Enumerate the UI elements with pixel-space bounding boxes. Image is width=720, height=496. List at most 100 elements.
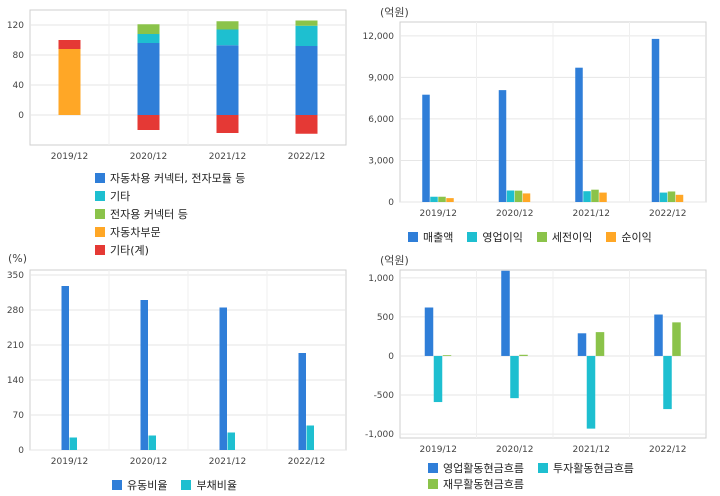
legend-item: 세전이익 [536, 229, 593, 245]
legend-item: 전자용 커넥터 등 [95, 206, 245, 222]
legend-label: 투자활동현금흐름 [552, 462, 634, 475]
legend-swatch [95, 173, 105, 183]
bar-1-2022-12 [654, 314, 663, 356]
bar-5-2022-12 [295, 115, 318, 134]
y-tick-label: 120 [7, 21, 24, 31]
chart-panel-revenue-composition: 0 40 80 120 2019/12 2020/12 2021/12 2022/12 자동차… [0, 0, 360, 257]
bar-1-2021-12 [219, 307, 227, 450]
bar-2-2021-12 [216, 29, 239, 46]
bar-2-2019-12 [430, 196, 438, 202]
bar-1-2022-12 [298, 353, 306, 450]
x-tick-label: 2020/12 [496, 209, 533, 219]
bar-4-2022-12 [675, 194, 684, 202]
bar-2-2022-12 [659, 192, 668, 202]
legend-swatch [428, 463, 438, 473]
x-tick-label: 2021/12 [209, 457, 246, 467]
legend-item: 기타 [95, 188, 245, 204]
y-tick-label: 210 [7, 341, 24, 351]
unit-label: (억원) [380, 254, 409, 267]
legend-swatch [408, 232, 418, 242]
y-tick-label: 0 [18, 446, 24, 456]
legend-swatch [181, 480, 192, 490]
legend-item: 부채비율 [181, 477, 237, 493]
legend-label: 영업활동현금흐름 [443, 462, 524, 475]
bar-2-2020-12 [148, 435, 156, 450]
y-tick-label: 12,000 [363, 32, 395, 42]
bar-3-2022-12 [295, 20, 318, 26]
legend-swatch [112, 480, 122, 490]
legend-label: 전자용 커넥터 등 [110, 208, 188, 221]
legend-swatch [95, 245, 105, 255]
y-tick-label: 0 [388, 198, 394, 208]
x-tick-label: 2021/12 [209, 152, 246, 162]
bar-3-2019-12 [438, 196, 446, 202]
unit-label: (%) [8, 252, 28, 265]
bar-2-2020-12 [506, 190, 515, 202]
y-tick-label: 40 [13, 81, 25, 91]
chart-legend: 매출액 영업이익 세전이익 순이익 [408, 229, 666, 245]
x-tick-label: 2021/12 [573, 445, 610, 455]
bar-2-2020-12 [137, 34, 160, 43]
chart-revenue-composition: 0 40 80 120 2019/12 2020/12 2021/12 2022/12 [7, 9, 347, 162]
x-tick-label: 2022/12 [288, 457, 325, 467]
x-tick-label: 2020/12 [496, 445, 533, 455]
legend-label: 영업이익 [482, 231, 523, 244]
bar-1-2021-12 [575, 67, 583, 202]
bar-1-2020-12 [501, 270, 510, 356]
legend-item: 영업활동현금흐름 [428, 460, 524, 476]
y-tick-label: 1,000 [368, 274, 394, 284]
y-tick-label: 280 [7, 306, 24, 316]
chart-panel-income: (억원) 0 3,000 6,000 9,000 12,000 2019/12 2020/1… [360, 0, 720, 248]
x-tick-label: 2021/12 [573, 209, 610, 219]
legend-label: 세전이익 [551, 231, 593, 244]
bar-2-2022-12 [663, 355, 672, 410]
y-tick-label: 80 [13, 51, 25, 61]
bar-4-2019-12 [446, 198, 454, 202]
y-tick-label: 0 [18, 111, 24, 121]
bar-1-2019-12 [61, 286, 69, 450]
bar-3-2020-12 [519, 354, 528, 356]
legend-label: 부채비율 [196, 479, 237, 492]
legend-swatch [95, 209, 105, 219]
bar-2-2020-12 [510, 355, 519, 399]
x-tick-label: 2019/12 [420, 209, 457, 219]
legend-swatch [95, 191, 105, 201]
chart-cashflow: -1,000 -500 0 500 1,000 2019/12 2020/12 2021/12… [365, 269, 707, 455]
y-tick-label: -1,000 [365, 430, 394, 440]
bar-2-2019-12 [433, 355, 443, 403]
legend-swatch [467, 232, 478, 242]
legend-swatch [606, 232, 617, 242]
bar-2-2021-12 [586, 355, 596, 429]
y-tick-label: 0 [388, 352, 394, 362]
chart-ratios: 0 70 140 210 280 350 2019/12 2020/12 2021/12 2022… [7, 269, 347, 467]
bar-5-2020-12 [137, 115, 160, 130]
bar-5-2019-12 [58, 40, 81, 49]
legend-label: 순이익 [621, 231, 652, 244]
legend-swatch [428, 479, 438, 489]
x-tick-label: 2019/12 [420, 445, 457, 455]
x-tick-label: 2022/12 [288, 152, 325, 162]
bar-4-2021-12 [599, 192, 607, 202]
chart-legend: 유동비율 부채비율 [112, 477, 251, 493]
legend-label: 자동차용 커넥터, 전자모듈 등 [110, 172, 246, 185]
bar-3-2021-12 [591, 189, 599, 202]
legend-label: 매출액 [423, 231, 454, 244]
legend-item: 자동차부문 [95, 224, 245, 240]
bar-2-2022-12 [295, 25, 318, 46]
legend-label: 기타(계) [110, 244, 149, 257]
y-tick-label: 3,000 [368, 156, 394, 166]
bar-3-2020-12 [137, 24, 160, 34]
bar-1-2021-12 [577, 333, 587, 356]
bar-2-2022-12 [306, 425, 314, 450]
bar-1-2022-12 [295, 46, 318, 115]
x-tick-label: 2020/12 [130, 152, 167, 162]
bar-1-2020-12 [498, 90, 507, 202]
legend-item: 투자활동현금흐름 [537, 460, 634, 476]
y-tick-label: 500 [377, 313, 394, 323]
bar-3-2021-12 [595, 332, 605, 356]
legend-item: 기타(계) [95, 242, 245, 258]
bar-1-2019-12 [422, 94, 430, 202]
y-tick-label: 6,000 [368, 115, 394, 125]
bar-5-2021-12 [216, 115, 239, 133]
